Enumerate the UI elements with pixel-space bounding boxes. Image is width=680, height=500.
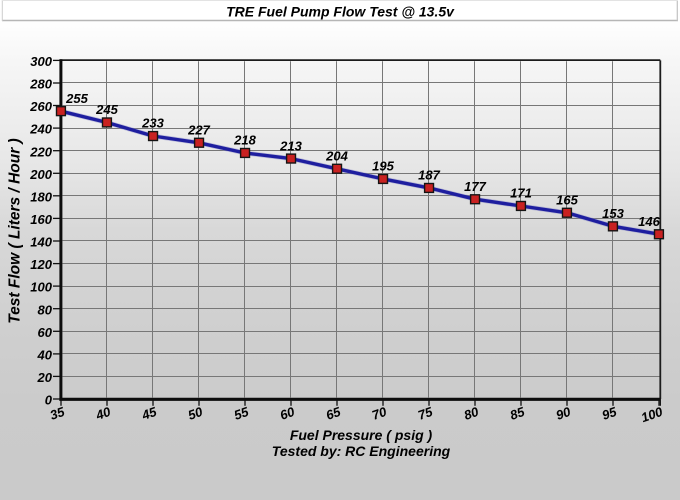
svg-text:120: 120 [30, 257, 52, 272]
svg-text:70: 70 [370, 404, 389, 423]
svg-text:233: 233 [141, 116, 164, 131]
svg-text:160: 160 [30, 212, 52, 227]
svg-text:95: 95 [600, 404, 619, 423]
svg-text:153: 153 [602, 206, 624, 221]
svg-text:280: 280 [29, 77, 52, 92]
svg-text:90: 90 [554, 404, 573, 423]
svg-text:240: 240 [29, 122, 52, 137]
svg-text:Test Flow ( Liters / Hour ): Test Flow ( Liters / Hour ) [7, 138, 24, 323]
svg-text:300: 300 [30, 54, 52, 69]
svg-text:146: 146 [638, 214, 660, 229]
svg-text:180: 180 [30, 189, 52, 204]
svg-text:218: 218 [233, 133, 256, 148]
svg-text:213: 213 [279, 138, 302, 153]
svg-text:65: 65 [324, 404, 343, 423]
svg-text:187: 187 [418, 168, 440, 183]
svg-text:60: 60 [278, 404, 297, 423]
svg-text:255: 255 [65, 91, 88, 106]
svg-text:220: 220 [29, 144, 52, 159]
svg-text:TRE Fuel Pump Flow Test @ 13.5: TRE Fuel Pump Flow Test @ 13.5v [226, 4, 455, 20]
svg-text:60: 60 [38, 325, 53, 340]
svg-text:165: 165 [556, 193, 578, 208]
svg-text:260: 260 [29, 99, 52, 114]
svg-text:80: 80 [462, 404, 481, 423]
svg-text:204: 204 [325, 149, 348, 164]
svg-text:Tested by: RC Engineering: Tested by: RC Engineering [272, 443, 451, 459]
svg-text:171: 171 [510, 186, 532, 201]
svg-text:45: 45 [139, 404, 159, 423]
svg-text:100: 100 [639, 404, 665, 425]
svg-text:20: 20 [37, 370, 53, 385]
svg-text:Fuel Pressure ( psig ): Fuel Pressure ( psig ) [290, 427, 433, 443]
svg-text:227: 227 [187, 123, 210, 138]
svg-text:200: 200 [29, 167, 52, 182]
svg-text:140: 140 [30, 235, 52, 250]
svg-text:245: 245 [95, 102, 118, 117]
svg-text:55: 55 [232, 404, 251, 423]
svg-text:177: 177 [464, 179, 486, 194]
svg-text:40: 40 [93, 404, 113, 423]
svg-text:85: 85 [508, 404, 527, 423]
svg-text:0: 0 [45, 393, 53, 408]
svg-text:35: 35 [48, 404, 67, 423]
svg-text:50: 50 [186, 404, 205, 423]
svg-text:80: 80 [38, 302, 53, 317]
svg-text:40: 40 [37, 348, 53, 363]
svg-text:75: 75 [416, 404, 435, 423]
svg-text:195: 195 [372, 159, 394, 174]
svg-text:100: 100 [30, 280, 52, 295]
